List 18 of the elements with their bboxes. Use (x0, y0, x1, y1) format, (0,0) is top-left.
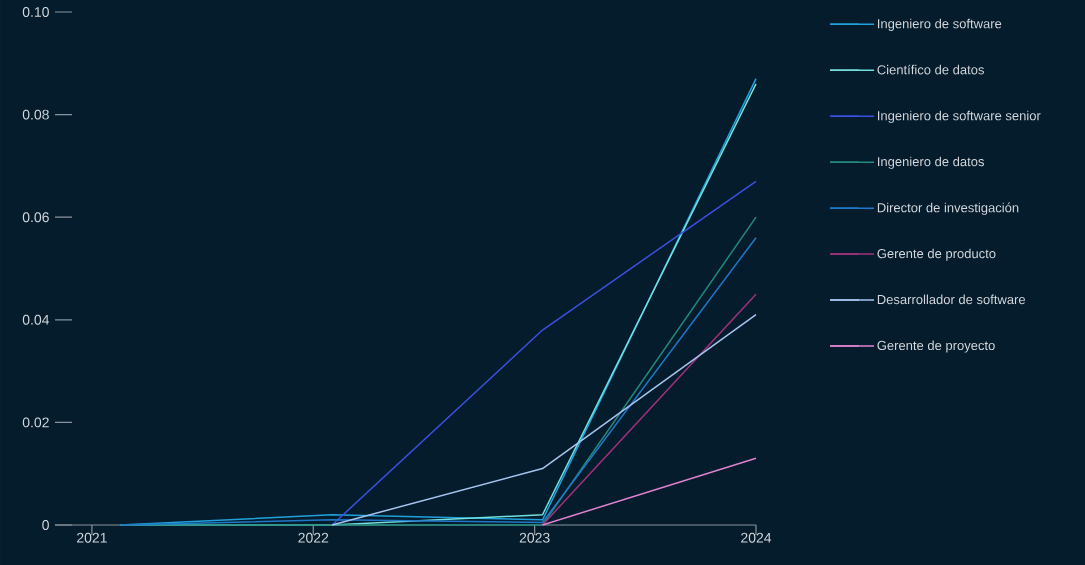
legend-label: Ingeniero de datos (878, 156, 984, 169)
legend-label: Director de investigación (877, 202, 1019, 215)
legend-label: Ingeniero de software senior (878, 110, 1041, 123)
x-tick-label: 2024 (741, 532, 772, 543)
y-tick-label: 0.10 (22, 7, 49, 17)
legend-label: Desarrollador de software (877, 294, 1026, 305)
y-tick-label: 0.08 (22, 109, 49, 120)
legend-label: Ingeniero de software (878, 18, 1002, 31)
x-tick-label: 2023 (519, 532, 550, 543)
x-tick-label: 2022 (298, 532, 329, 543)
legend-label: Gerente de proyecto (877, 340, 995, 353)
x-tick-label: 2021 (77, 532, 107, 543)
y-tick-label: 0.04 (22, 314, 50, 325)
legend-label: Gerente de producto (877, 248, 996, 261)
legend-label: Científico de datos (877, 64, 984, 75)
y-tick-label: 0.02 (22, 417, 49, 428)
y-tick-label: 0.06 (22, 212, 49, 223)
y-tick-label: 0 (42, 520, 49, 530)
